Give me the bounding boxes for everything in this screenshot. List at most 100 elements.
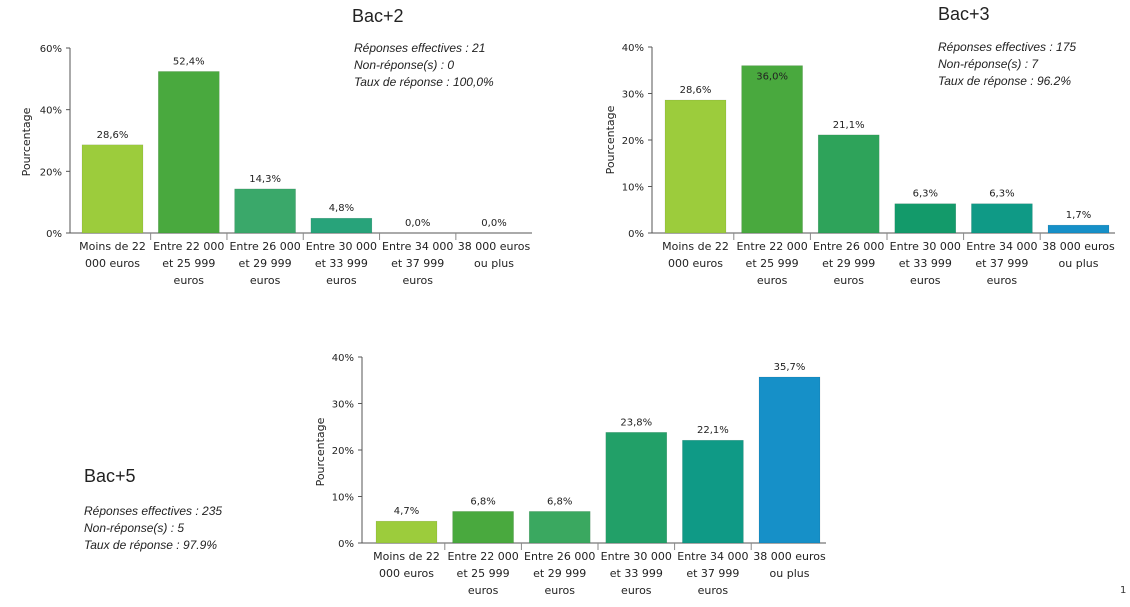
page-number: 1 [1120,585,1127,596]
category-label: 38 000 euros [458,240,531,253]
category-label: ou plus [770,567,810,580]
stat-taux-reponse: Taux de réponse : 100,0% [354,75,494,89]
y-tick-label: 0% [338,539,354,550]
y-tick-label: 0% [46,229,62,240]
bar [758,376,821,544]
data-label: 14,3% [249,174,281,185]
y-tick-label: 0% [628,229,644,240]
stat-reponses-effectives: Réponses effectives : 175 [938,40,1077,54]
category-label: euros [621,584,652,597]
stats-bac5: Réponses effectives : 235 Non-réponse(s)… [84,503,222,554]
category-label: euros [987,274,1018,287]
category-label: Entre 30 000 [890,240,961,253]
data-label: 6,3% [913,189,938,200]
category-label: Entre 30 000 [306,240,377,253]
category-label: ou plus [1059,257,1099,270]
bar [605,432,668,544]
category-label: et 37 999 [686,567,739,580]
category-label: euros [910,274,941,287]
data-label: 0,0% [481,218,506,229]
stat-non-reponses: Non-réponse(s) : 0 [354,58,455,72]
data-label: 1,7% [1066,210,1091,221]
category-label: Entre 26 000 [229,240,300,253]
chart-title-bac3: Bac+3 [938,4,990,24]
y-axis-label: Pourcentage [314,417,327,486]
category-label: Entre 22 000 [447,550,518,563]
category-label: euros [326,274,357,287]
category-label: Moins de 22 [79,240,146,253]
category-label: euros [468,584,499,597]
category-label: euros [698,584,729,597]
y-tick-label: 40% [622,43,644,54]
y-tick-label: 20% [622,136,644,147]
data-label: 4,7% [394,506,419,517]
category-label: euros [833,274,864,287]
data-label: 28,6% [97,130,129,141]
category-label: et 29 999 [822,257,875,270]
category-label: Moins de 22 [373,550,440,563]
bar [158,71,220,234]
bar [894,203,957,234]
bar [817,134,880,234]
category-label: et 37 999 [975,257,1028,270]
stat-reponses-effectives: Réponses effectives : 21 [354,41,486,55]
category-label: Entre 26 000 [524,550,595,563]
category-label: euros [402,274,433,287]
bar [664,99,727,234]
category-label: 000 euros [85,257,140,270]
data-label: 6,3% [989,189,1014,200]
stats-bac2: Réponses effectives : 21 Non-réponse(s) … [354,40,494,91]
category-label: et 29 999 [533,567,586,580]
data-label: 21,1% [833,120,865,131]
category-label: euros [250,274,281,287]
data-label: 4,8% [329,203,354,214]
y-tick-label: 20% [40,167,62,178]
category-label: et 29 999 [239,257,292,270]
data-label: 6,8% [470,496,495,507]
y-tick-label: 30% [332,400,354,411]
bar [81,144,144,234]
data-label: 6,8% [547,496,572,507]
chart-title-bac2: Bac+2 [352,6,404,26]
data-label: 28,6% [680,85,712,96]
y-tick-label: 60% [40,44,62,55]
bar [234,188,296,234]
category-label: et 33 999 [610,567,663,580]
data-label: 22,1% [697,425,729,436]
category-label: et 33 999 [315,257,368,270]
data-label: 0,0% [405,218,430,229]
category-label: Entre 34 000 [677,550,748,563]
category-label: et 25 999 [746,257,799,270]
bar [1047,224,1110,234]
category-label: et 25 999 [457,567,510,580]
y-tick-label: 40% [40,106,62,117]
category-label: 000 euros [668,257,723,270]
category-label: Entre 22 000 [153,240,224,253]
category-label: et 37 999 [391,257,444,270]
category-label: Moins de 22 [662,240,729,253]
category-label: Entre 26 000 [813,240,884,253]
chart-title-bac5: Bac+5 [84,466,136,486]
stat-non-reponses: Non-réponse(s) : 5 [84,521,185,535]
bar [971,203,1033,234]
category-label: Entre 22 000 [736,240,807,253]
category-label: Entre 34 000 [966,240,1037,253]
y-tick-label: 30% [622,90,644,101]
stat-reponses-effectives: Réponses effectives : 235 [84,504,223,518]
stats-bac3: Réponses effectives : 175 Non-réponse(s)… [938,39,1076,90]
stat-taux-reponse: Taux de réponse : 96.2% [938,74,1071,88]
category-label: Entre 30 000 [601,550,672,563]
category-label: et 33 999 [899,257,952,270]
category-label: ou plus [474,257,514,270]
y-tick-label: 10% [622,183,644,194]
y-axis-label: Pourcentage [604,105,617,174]
bar [310,217,373,234]
data-label: 52,4% [173,56,205,67]
data-label: 23,8% [620,417,652,428]
bar [375,520,438,544]
category-label: 000 euros [379,567,434,580]
y-tick-label: 10% [332,493,354,504]
data-label: 35,7% [774,362,806,373]
category-label: euros [757,274,788,287]
